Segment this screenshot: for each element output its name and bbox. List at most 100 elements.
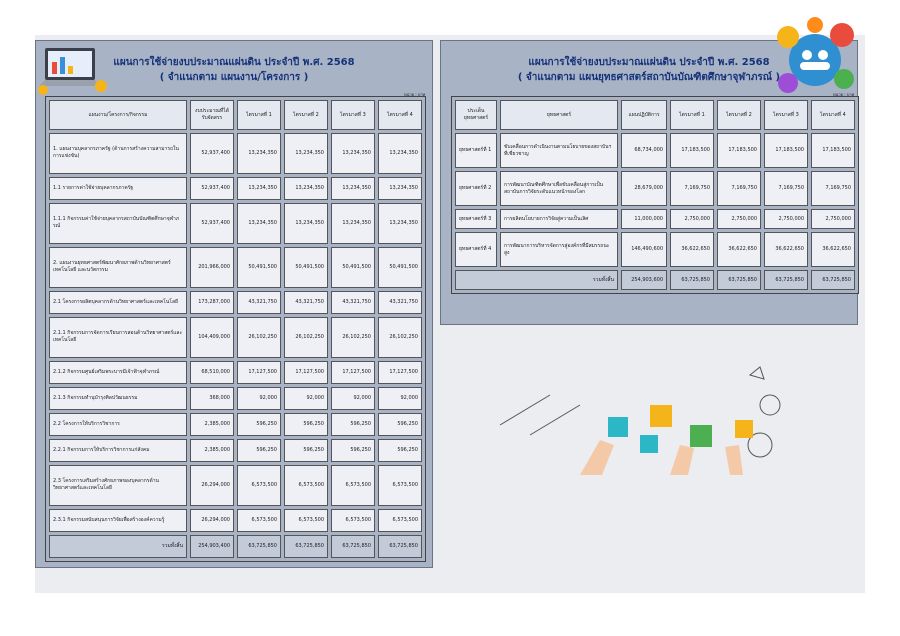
total-cell: 63,725,850	[331, 534, 375, 558]
header-row: แผนงาน/โครงการ/กิจกรรม งบประมาณที่ได้รับจ…	[49, 100, 422, 130]
number-cell: 17,183,500	[764, 133, 808, 169]
total-cell: 254,903,400	[190, 534, 234, 558]
number-cell: 368,000	[190, 386, 234, 410]
text-cell: 2.1.3 กิจกรรมทำนุบำรุงศิลปวัฒนธรรม	[49, 386, 187, 410]
number-cell: 6,573,500	[237, 508, 281, 532]
number-cell: 92,000	[237, 386, 281, 410]
number-cell: 104,409,000	[190, 316, 234, 358]
number-cell: 13,234,350	[331, 133, 375, 174]
number-cell: 6,573,500	[237, 464, 281, 506]
number-cell: 596,250	[284, 412, 328, 436]
number-cell: 596,250	[331, 438, 375, 462]
text-cell: การผลิตนโยบายการวิจัยสู่ความเป็นเลิศ	[500, 209, 618, 230]
total-cell: 63,725,850	[670, 270, 714, 290]
number-cell: 596,250	[284, 438, 328, 462]
text-cell: 1. แผนงานบุคลากรภาครัฐ (ด้านการสร้างความ…	[49, 133, 187, 174]
number-cell: 50,491,500	[331, 246, 375, 288]
text-cell: 2.2.1 กิจกรรมการให้บริการวิชาการแก่สังคม	[49, 438, 187, 462]
number-cell: 36,622,650	[670, 232, 714, 268]
number-cell: 52,937,400	[190, 176, 234, 200]
number-cell: 13,234,350	[331, 176, 375, 200]
table-row: ยุทธศาสตร์ที่ 4 การพัฒนาการบริหารจัดการสู…	[455, 232, 855, 268]
number-cell: 13,234,350	[284, 176, 328, 200]
header-cell: ไตรมาสที่ 4	[378, 100, 422, 130]
text-cell: ขับเคลื่อนการดำเนินงานตามนโยบายของสถาบัน…	[500, 133, 618, 169]
number-cell: 11,000,000	[621, 209, 667, 230]
table-row: 2.3 โครงการเสริมสร้างศักยภาพของบุคลากรด้…	[49, 464, 422, 506]
right-panel: แผนการใช้จ่ายงบประมาณแผ่นดิน ประจำปี พ.ศ…	[440, 40, 859, 325]
left-title: แผนการใช้จ่ายงบประมาณแผ่นดิน ประจำปี พ.ศ…	[113, 57, 355, 68]
table-row: ยุทธศาสตร์ที่ 2 การพัฒนาบัณฑิตศึกษาเพื่อข…	[455, 171, 855, 207]
header-cell: ยุทธศาสตร์	[500, 100, 618, 130]
left-unit: หน่วย : บาท	[404, 92, 426, 97]
number-cell: 17,183,500	[811, 133, 855, 169]
number-cell: 596,250	[378, 438, 422, 462]
number-cell: 52,937,400	[190, 133, 234, 174]
puzzle-illustration	[499, 366, 781, 475]
table-row: 2.1 โครงการผลิตบุคลากรด้านวิทยาศาสตร์และ…	[49, 290, 422, 314]
table-row: 2.1.1 กิจกรรมการจัดการเรียนการสอนด้านวิท…	[49, 316, 422, 358]
number-cell: 92,000	[331, 386, 375, 410]
number-cell: 596,250	[237, 412, 281, 436]
header-cell: ไตรมาสที่ 3	[764, 100, 808, 130]
number-cell: 13,234,350	[237, 202, 281, 244]
text-cell: การพัฒนาการบริหารจัดการสู่องค์กรที่มีสมร…	[500, 232, 618, 268]
table-row: 1.1.1 กิจกรรมค่าใช้จ่ายบุคลากรสถาบันบัณฑ…	[49, 202, 422, 244]
number-cell: 28,679,000	[621, 171, 667, 207]
number-cell: 173,287,000	[190, 290, 234, 314]
number-cell: 13,234,350	[284, 202, 328, 244]
text-cell: 1.1.1 กิจกรรมค่าใช้จ่ายบุคลากรสถาบันบัณฑ…	[49, 202, 187, 244]
number-cell: 2,750,000	[811, 209, 855, 230]
number-cell: 17,127,500	[331, 360, 375, 384]
total-cell: 254,903,600	[621, 270, 667, 290]
number-cell: 17,127,500	[378, 360, 422, 384]
number-cell: 2,385,000	[190, 438, 234, 462]
left-table: แผนงาน/โครงการ/กิจกรรม งบประมาณที่ได้รับจ…	[45, 96, 426, 562]
text-cell: 2.1.2 กิจกรรมศูนย์เสริมพระบารมีเจ้าฟ้าจุ…	[49, 360, 187, 384]
number-cell: 201,966,000	[190, 246, 234, 288]
number-cell: 26,294,000	[190, 508, 234, 532]
number-cell: 92,000	[284, 386, 328, 410]
table-row: 2.2 โครงการให้บริการวิชาการ 2,385,000 596,…	[49, 412, 422, 436]
total-cell: 63,725,850	[811, 270, 855, 290]
number-cell: 596,250	[378, 412, 422, 436]
text-cell: ยุทธศาสตร์ที่ 2	[455, 171, 497, 207]
text-cell: ยุทธศาสตร์ที่ 4	[455, 232, 497, 268]
header-cell: ไตรมาสที่ 2	[284, 100, 328, 130]
total-row: รวมทั้งสิ้น 254,903,400 63,725,850 63,725,8…	[49, 534, 422, 558]
number-cell: 50,491,500	[284, 246, 328, 288]
table-row: 2.2.1 กิจกรรมการให้บริการวิชาการแก่สังคม…	[49, 438, 422, 462]
number-cell: 13,234,350	[237, 133, 281, 174]
number-cell: 43,321,750	[331, 290, 375, 314]
header-cell: ไตรมาสที่ 3	[331, 100, 375, 130]
number-cell: 36,622,650	[764, 232, 808, 268]
header-cell: ไตรมาสที่ 1	[237, 100, 281, 130]
table-row: 1. แผนงานบุคลากรภาครัฐ (ด้านการสร้างความ…	[49, 133, 422, 174]
table-row: 2.1.3 กิจกรรมทำนุบำรุงศิลปวัฒนธรรม 368,00…	[49, 386, 422, 410]
number-cell: 13,234,350	[237, 176, 281, 200]
text-cell: ยุทธศาสตร์ที่ 1	[455, 133, 497, 169]
number-cell: 26,102,250	[331, 316, 375, 358]
text-cell: 2.2 โครงการให้บริการวิชาการ	[49, 412, 187, 436]
header-cell: ไตรมาสที่ 1	[670, 100, 714, 130]
number-cell: 17,183,500	[717, 133, 761, 169]
number-cell: 146,490,600	[621, 232, 667, 268]
number-cell: 43,321,750	[237, 290, 281, 314]
number-cell: 13,234,350	[378, 176, 422, 200]
header-cell: แผนงาน/โครงการ/กิจกรรม	[49, 100, 187, 130]
laptop-illustration	[38, 48, 107, 95]
total-label: รวมทั้งสิ้น	[455, 270, 618, 290]
number-cell: 6,573,500	[378, 508, 422, 532]
number-cell: 2,385,000	[190, 412, 234, 436]
number-cell: 26,102,250	[284, 316, 328, 358]
right-unit: หน่วย : บาท	[833, 92, 855, 97]
text-cell: 1.1 รายการค่าใช้จ่ายบุคลากรภาครัฐ	[49, 176, 187, 200]
header-cell: ประเด็นยุทธศาสตร์	[455, 100, 497, 130]
number-cell: 6,573,500	[331, 508, 375, 532]
table-row: ยุทธศาสตร์ที่ 1 ขับเคลื่อนการดำเนินงานตาม…	[455, 133, 855, 169]
left-subtitle: ( จำแนกตาม แผนงาน/โครงการ )	[159, 72, 309, 83]
number-cell: 596,250	[331, 412, 375, 436]
number-cell: 6,573,500	[331, 464, 375, 506]
number-cell: 13,234,350	[331, 202, 375, 244]
